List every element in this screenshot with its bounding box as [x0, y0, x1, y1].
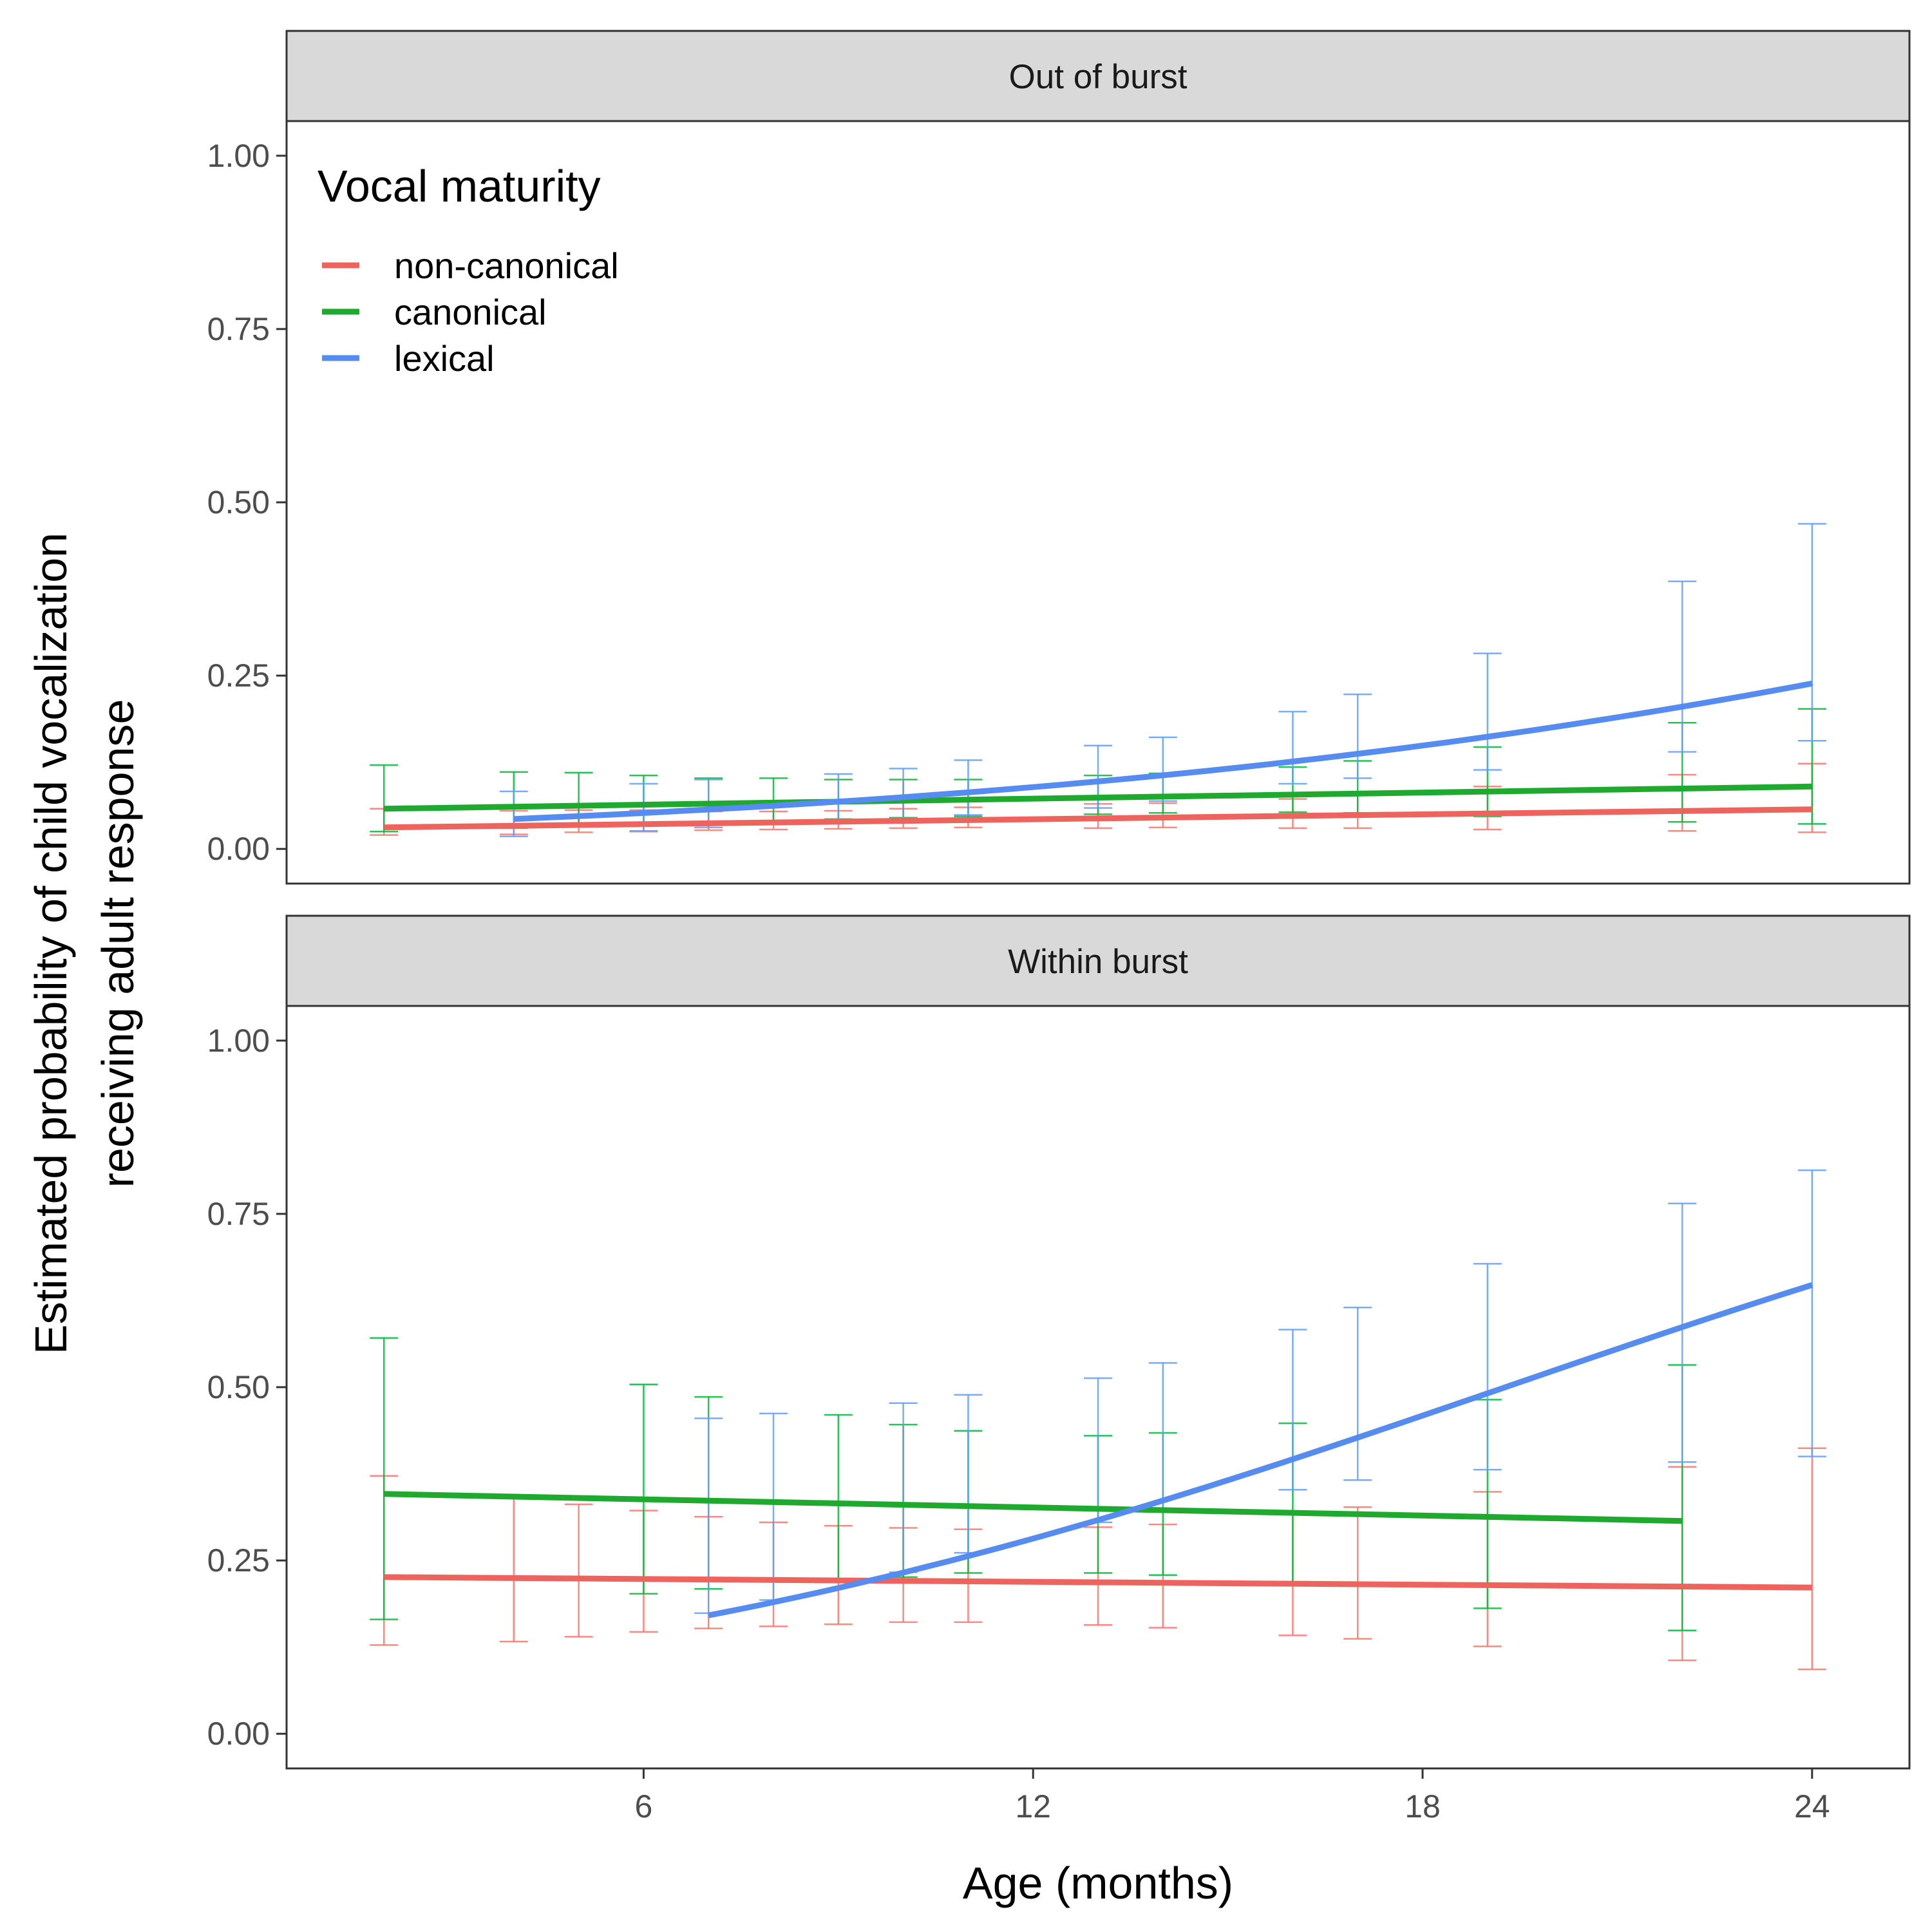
x-axis-title: Age (months)	[963, 1858, 1233, 1908]
x-tick-label: 18	[1405, 1788, 1441, 1824]
panel-strip-label: Out of burst	[1009, 58, 1188, 96]
y-axis-title-line-1: Estimated probability of child vocalizat…	[26, 533, 76, 1354]
errorbars-lexical	[499, 523, 1826, 838]
y-tick-label: 1.00	[207, 138, 270, 174]
y-tick-label: 0.50	[207, 484, 270, 520]
panel-0: Out of burst 0.00 0.25 0.50 0.75 1.00	[207, 30, 1911, 885]
panel-strip	[285, 30, 1911, 122]
fit-line-canonical	[384, 783, 1812, 812]
fit-line-non-canonical	[384, 806, 1812, 831]
fit-line-canonical	[384, 1491, 1683, 1524]
fit-line-lexical	[513, 680, 1813, 822]
fit-line-lexical	[708, 1282, 1814, 1618]
y-tick-label: 0.75	[207, 1196, 270, 1232]
legend-label-non-canonical: non-canonical	[394, 245, 619, 286]
legend-label-lexical: lexical	[394, 338, 495, 379]
panel-strip	[285, 914, 1911, 1007]
x-tick-label: 6	[634, 1788, 652, 1824]
y-tick-label: 0.00	[207, 831, 270, 867]
y-tick-label: 0.25	[207, 1542, 270, 1578]
y-tick-label: 0.75	[207, 311, 270, 347]
y-tick-label: 0.00	[207, 1716, 270, 1752]
x-tick-label: 12	[1015, 1788, 1051, 1824]
y-tick-label: 0.25	[207, 658, 270, 694]
fit-line-non-canonical	[384, 1574, 1812, 1591]
panel-border	[285, 120, 1911, 885]
panel-border	[285, 1005, 1911, 1770]
y-tick-label: 1.00	[207, 1023, 270, 1059]
legend-title: Vocal maturity	[317, 161, 601, 211]
legend-label-canonical: canonical	[394, 292, 547, 332]
y-tick-label: 0.50	[207, 1369, 270, 1405]
y-axis-title-line-2: receiving adult response	[93, 699, 143, 1188]
panel-1: Within burst 0.00 0.25 0.50 0.75 1.00	[207, 914, 1911, 1770]
legend: Vocal maturity non-canonical canonical lex…	[317, 161, 619, 379]
x-tick-label: 24	[1794, 1788, 1830, 1824]
panel-strip-label: Within burst	[1008, 943, 1188, 981]
